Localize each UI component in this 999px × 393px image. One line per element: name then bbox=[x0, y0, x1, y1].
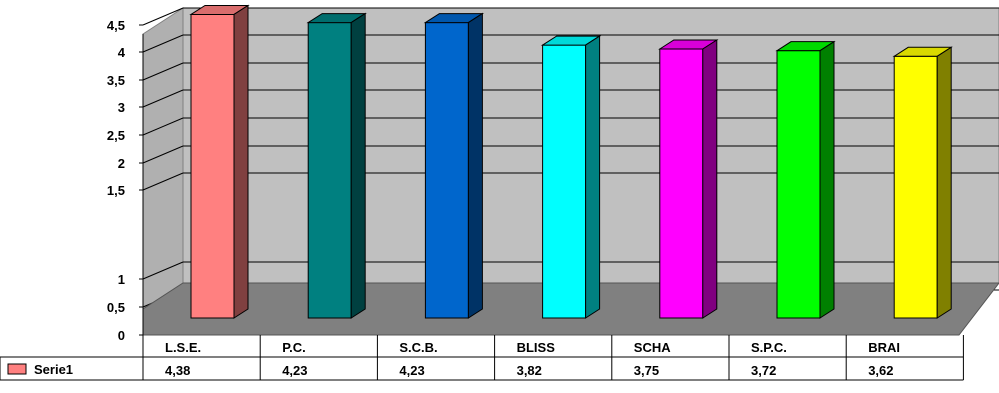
bar bbox=[775, 40, 836, 319]
bars bbox=[189, 4, 953, 319]
category-label: P.C. bbox=[282, 340, 306, 355]
value-label: 3,75 bbox=[634, 363, 659, 378]
gridline-side bbox=[142, 145, 184, 164]
category-label: SCHA bbox=[634, 340, 671, 355]
category-label: BRAI bbox=[868, 340, 900, 355]
y-axis-ticks: 0 0,5 1 1,5 2 2,5 3 3,5 4 4,5 bbox=[107, 18, 143, 343]
value-label: 3,62 bbox=[868, 363, 893, 378]
bar-front bbox=[424, 22, 469, 319]
bar bbox=[540, 35, 602, 319]
value-label: 4,38 bbox=[165, 363, 190, 378]
gridline-side bbox=[142, 89, 184, 108]
bar-front bbox=[659, 48, 704, 319]
side-wall bbox=[142, 7, 184, 310]
value-label: 4,23 bbox=[399, 363, 424, 378]
gridline-side bbox=[142, 172, 184, 191]
y-tick-label: 3,5 bbox=[107, 73, 125, 88]
bar-front bbox=[307, 22, 352, 319]
bar-side bbox=[467, 12, 483, 319]
legend-key bbox=[7, 363, 27, 375]
gridline-side bbox=[142, 261, 184, 280]
bar bbox=[892, 46, 953, 319]
bar-side bbox=[350, 12, 366, 319]
bar-front bbox=[190, 13, 235, 319]
y-tick-label: 0,5 bbox=[107, 300, 125, 315]
bar-side bbox=[233, 4, 249, 319]
legend-series-name: Serie1 bbox=[34, 362, 73, 377]
y-tick-label: 4 bbox=[118, 45, 126, 60]
bar-front bbox=[893, 55, 938, 319]
gridline-side bbox=[142, 117, 184, 136]
y-tick-label: 0 bbox=[118, 328, 125, 343]
y-tick-label: 2,5 bbox=[107, 128, 125, 143]
category-label: S.P.C. bbox=[751, 340, 787, 355]
category-label: S.C.B. bbox=[399, 340, 437, 355]
bar bbox=[306, 12, 367, 319]
bar-front bbox=[776, 50, 821, 319]
bar-side bbox=[819, 40, 835, 319]
bar-side bbox=[585, 35, 601, 319]
bar-side bbox=[702, 39, 718, 319]
category-label: BLISS bbox=[517, 340, 556, 355]
value-label: 3,82 bbox=[517, 363, 542, 378]
bar bbox=[658, 39, 719, 319]
bar-front bbox=[542, 44, 587, 319]
gridline-side bbox=[142, 34, 184, 53]
y-tick-label: 1 bbox=[118, 272, 125, 287]
data-table: Serie1 L.S.E. 4,38 P.C. 4,23 S.C.B. 4,23 BLISS 3… bbox=[0, 335, 964, 381]
y-tick-label: 1,5 bbox=[107, 183, 125, 198]
y-tick-label: 4,5 bbox=[107, 18, 125, 33]
y-tick-label: 3 bbox=[118, 100, 125, 115]
bar bbox=[423, 12, 485, 319]
bar bbox=[189, 4, 250, 319]
gridline-side bbox=[142, 7, 184, 26]
gridline-side bbox=[142, 62, 184, 81]
bar-side bbox=[936, 46, 952, 319]
value-label: 4,23 bbox=[282, 363, 307, 378]
category-label: L.S.E. bbox=[165, 340, 201, 355]
value-label: 3,72 bbox=[751, 363, 776, 378]
y-tick-label: 2 bbox=[118, 156, 125, 171]
